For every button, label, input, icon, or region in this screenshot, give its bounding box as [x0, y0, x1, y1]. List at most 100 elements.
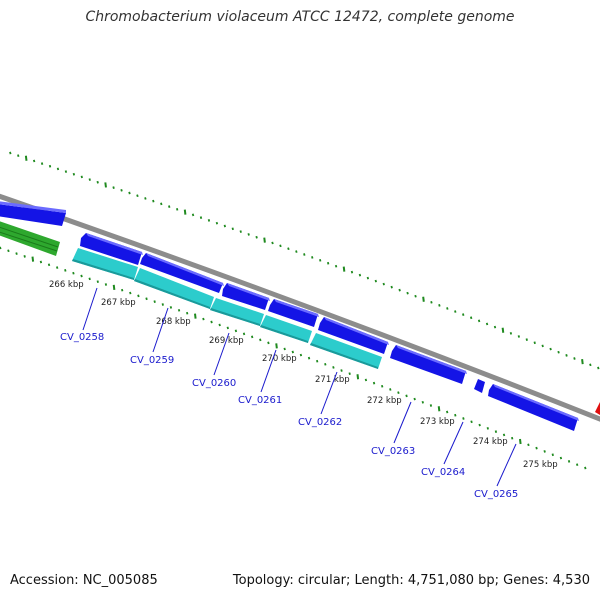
forward-cds-0257[interactable] [0, 200, 66, 226]
minor-scale-tick [382, 282, 385, 286]
major-scale-tick [501, 327, 505, 333]
major-scale-tick [104, 182, 107, 188]
major-scale-tick [24, 155, 28, 161]
gene-label-connector [393, 401, 412, 444]
minor-scale-tick [454, 413, 457, 417]
major-scale-tick [263, 237, 266, 243]
minor-scale-tick [429, 404, 433, 407]
minor-scale-tick [438, 304, 441, 307]
minor-scale-tick [32, 159, 36, 163]
minor-scale-tick [303, 253, 306, 256]
minor-scale-tick [374, 279, 377, 283]
gene-label[interactable]: CV_0264 [421, 467, 465, 478]
forward-cds-0261[interactable] [268, 299, 319, 327]
forward-cds-0258[interactable] [80, 233, 143, 265]
major-scale-tick [194, 313, 197, 319]
gene-label[interactable]: CV_0261 [238, 395, 282, 406]
minor-scale-tick [543, 450, 546, 453]
forward-cds-0265[interactable] [488, 384, 579, 431]
minor-scale-tick [242, 332, 246, 336]
minor-scale-tick [186, 311, 189, 315]
minor-scale-tick [366, 276, 370, 280]
major-scale-tick [422, 296, 425, 302]
minor-scale-tick [462, 417, 465, 420]
scale-tick-label: 270 kbp [262, 354, 297, 364]
minor-scale-tick [326, 261, 330, 265]
minor-scale-tick [210, 320, 213, 324]
minor-scale-tick [541, 344, 544, 348]
minor-scale-tick [525, 338, 528, 341]
minor-scale-tick [493, 325, 497, 329]
scale-tick-label: 266 kbp [49, 280, 84, 290]
minor-scale-tick [405, 394, 408, 398]
gene-label[interactable]: CV_0263 [371, 446, 415, 457]
minor-scale-tick [23, 255, 26, 258]
forward-cds-0264[interactable] [474, 379, 485, 393]
scale-tick-label: 267 kbp [101, 298, 136, 308]
minor-scale-tick [207, 219, 211, 222]
gene-label-connector [443, 421, 464, 465]
minor-scale-tick [527, 443, 530, 447]
reverse-cds-0262[interactable] [310, 333, 382, 369]
minor-scale-tick [259, 338, 262, 342]
minor-scale-tick [446, 307, 449, 310]
minor-scale-tick [413, 397, 416, 401]
forward-cds-0263[interactable] [390, 345, 467, 384]
minor-scale-tick [567, 460, 571, 463]
minor-scale-tick [389, 388, 392, 391]
major-scale-tick [581, 359, 584, 365]
forward-cds-0260[interactable] [222, 283, 270, 310]
minor-scale-tick [161, 303, 164, 306]
minor-scale-tick [533, 341, 536, 345]
minor-scale-tick [589, 363, 592, 367]
minor-scale-tick [584, 466, 587, 470]
minor-scale-tick [332, 366, 335, 369]
minor-scale-tick [191, 213, 195, 217]
minor-scale-tick [397, 391, 400, 394]
minor-scale-tick [56, 266, 59, 269]
minor-scale-tick [64, 170, 68, 173]
genome-backbone [0, 193, 600, 422]
gene-label[interactable]: CV_0265 [474, 489, 518, 500]
minor-scale-tick [573, 357, 576, 360]
minor-scale-tick [80, 175, 83, 179]
other-feature[interactable] [0, 218, 60, 256]
minor-scale-tick [283, 347, 286, 351]
minor-scale-tick [576, 463, 579, 467]
reverse-cds-0260[interactable] [210, 298, 264, 326]
gene-label[interactable]: CV_0258 [60, 332, 104, 343]
scale-tick-label: 272 kbp [367, 396, 402, 406]
reverse-cds-0261[interactable] [260, 315, 312, 343]
minor-scale-tick [334, 264, 338, 268]
minor-scale-tick [430, 300, 433, 304]
minor-scale-tick [291, 350, 294, 354]
forward-cds-0262[interactable] [318, 317, 389, 354]
gene-label[interactable]: CV_0259 [130, 355, 174, 366]
accession-label: Accession: NC_005085 [10, 573, 158, 588]
gene-label[interactable]: CV_0260 [192, 378, 236, 389]
red-feature[interactable] [595, 402, 600, 415]
minor-scale-tick [324, 362, 327, 366]
minor-scale-tick [477, 319, 481, 323]
minor-scale-tick [96, 180, 99, 184]
reverse-cds-0259[interactable] [134, 268, 214, 309]
minor-scale-tick [485, 322, 489, 326]
minor-scale-tick [535, 446, 538, 450]
minor-scale-tick [462, 313, 465, 316]
scale-tick-label: 273 kbp [420, 417, 455, 427]
gene-label-connector [82, 287, 98, 331]
forward-cds-0259[interactable] [140, 253, 224, 293]
minor-scale-tick [597, 366, 600, 370]
minor-scale-tick [15, 252, 18, 255]
gene-label[interactable]: CV_0262 [298, 417, 342, 428]
minor-scale-tick [223, 224, 227, 228]
minor-scale-tick [350, 270, 354, 274]
reverse-cds-0258[interactable] [72, 248, 138, 280]
minor-scale-tick [454, 310, 457, 313]
minor-scale-tick [557, 350, 560, 354]
minor-scale-tick [120, 188, 123, 192]
minor-scale-tick [72, 271, 75, 275]
minor-scale-tick [279, 244, 282, 248]
